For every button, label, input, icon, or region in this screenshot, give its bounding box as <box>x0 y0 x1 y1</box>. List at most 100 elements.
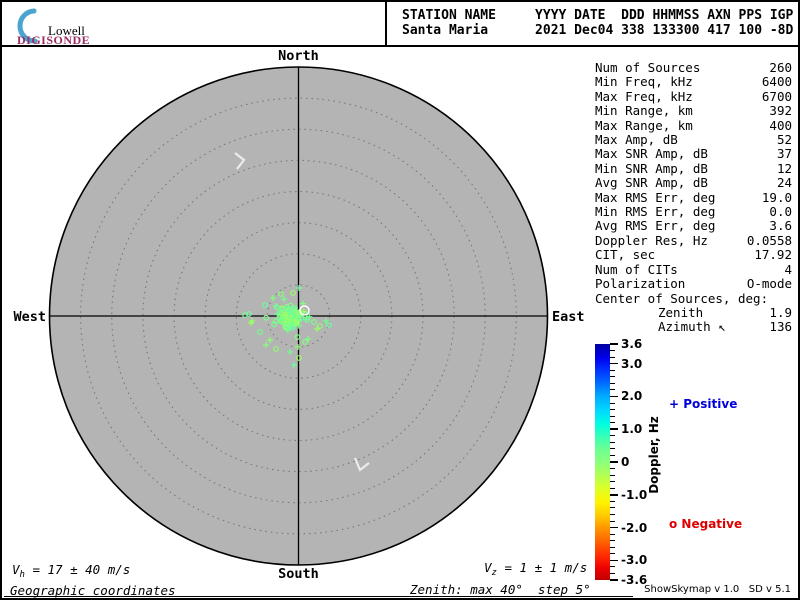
colorbar-tick-label: -3.6 <box>621 573 648 587</box>
parameter-value: 17.92 <box>754 247 792 263</box>
colorbar-minor-tick <box>610 500 615 502</box>
parameter-row: Avg SNR Amp, dB 24 <box>595 175 792 191</box>
colorbar-minor-tick <box>610 513 615 515</box>
footer-rule <box>4 595 633 597</box>
parameter-value: 1.9 <box>769 304 792 320</box>
parameter-label: Polarization <box>595 276 686 292</box>
colorbar-major-tick <box>610 526 618 529</box>
parameter-row: Num of Sources 260 <box>595 60 792 75</box>
colorbar-minor-tick <box>610 507 615 509</box>
colorbar-minor-tick <box>610 487 615 489</box>
parameter-row: Max RMS Err, deg 19.0 <box>595 189 792 205</box>
colorbar-minor-tick <box>610 402 615 404</box>
parameter-value: 136 <box>769 319 792 335</box>
colorbar-minor-tick <box>610 389 615 391</box>
parameter-value: 19.0 <box>761 189 792 205</box>
parameter-label: Num of CITs <box>595 261 678 277</box>
parameter-row: Num of CITs 4 <box>595 261 792 277</box>
station-header-columns: STATION NAME YYYY DATE DDD HHMMSS AXN PP… <box>402 8 794 23</box>
logo-arc-icon <box>17 8 38 44</box>
coordinates-note: Geographic coordinates <box>10 583 176 598</box>
parameter-label: Max Freq, kHz <box>595 88 693 104</box>
parameter-label: Zenith <box>658 304 704 320</box>
colorbar-minor-tick <box>610 422 615 424</box>
colorbar-major-tick <box>610 559 618 562</box>
chevron-marks <box>234 152 370 472</box>
vz-subscript: z <box>491 568 497 578</box>
direction-label-west: West <box>13 309 46 325</box>
colorbar-minor-tick <box>610 566 615 568</box>
parameter-label: Num of Sources <box>595 60 701 75</box>
parameter-label: Max SNR Amp, dB <box>595 146 708 162</box>
vh-subscript: h <box>19 570 25 580</box>
direction-label-east: East <box>552 309 585 325</box>
parameter-value: 0.0 <box>769 204 792 220</box>
vh-value: = 17 ± 40 m/s <box>24 562 131 577</box>
parameter-row: Min Freq, kHz 6400 <box>595 74 792 90</box>
colorbar-minor-tick <box>610 409 615 411</box>
parameter-value: 392 <box>769 103 792 119</box>
logo-digisonde-text: DIGISONDE <box>17 33 91 47</box>
parameter-row: Min Range, km 392 <box>595 103 792 119</box>
horizontal-velocity-label: Vh = 17 ± 40 m/s <box>12 562 130 580</box>
direction-label-south: South <box>278 566 319 582</box>
colorbar-minor-tick <box>610 454 615 456</box>
doppler-colorbar <box>595 344 610 580</box>
parameter-row: Max Range, km 400 <box>595 118 792 133</box>
parameter-row: Zenith 1.9 <box>595 304 792 320</box>
parameter-row: Polarization O-mode <box>595 276 792 292</box>
colorbar-tick-label: -2.0 <box>621 520 648 535</box>
parameter-value: 3.6 <box>769 218 792 234</box>
parameter-label: Doppler Res, Hz <box>595 232 708 248</box>
parameter-value: 24 <box>776 175 792 191</box>
colorbar-minor-tick <box>610 415 615 417</box>
colorbar-tick-label: 1.0 <box>621 422 643 437</box>
parameter-row: Max Amp, dB 52 <box>595 132 792 148</box>
parameter-label: Min Range, km <box>595 103 693 119</box>
header-divider <box>385 2 387 46</box>
parameter-row: Min SNR Amp, dB 12 <box>595 160 792 176</box>
negative-legend-label: o Negative <box>669 517 743 531</box>
colorbar-major-tick <box>610 343 618 345</box>
colorbar-minor-tick <box>610 572 615 574</box>
version-text: ShowSkymap v 1.0 SD v 5.1 <box>644 584 791 595</box>
colorbar-minor-tick <box>610 441 615 443</box>
colorbar-minor-tick <box>610 533 615 535</box>
parameter-label: Azimuth ↖ <box>658 319 726 335</box>
vz-symbol: V <box>484 560 492 575</box>
source-markers <box>242 285 332 368</box>
colorbar-minor-tick <box>610 350 615 352</box>
colorbar-tick-label: 3.0 <box>621 356 643 371</box>
parameter-label: Max RMS Err, deg <box>595 189 716 205</box>
colorbar-minor-tick <box>610 553 615 555</box>
vh-symbol: V <box>12 562 20 577</box>
parameter-label: Center of Sources, deg: <box>595 290 769 306</box>
header-rule <box>2 45 798 47</box>
parameter-row: Min RMS Err, deg 0.0 <box>595 204 792 220</box>
station-header-values: Santa Maria 2021 Dec04 338 133300 417 10… <box>402 23 794 38</box>
colorbar-minor-tick <box>610 435 615 437</box>
parameter-label: Min RMS Err, deg <box>595 204 716 220</box>
center-of-sources-marker <box>299 305 310 316</box>
parameter-panel: Num of Sources 260 Min Freq, kHz 6400 Max Fr… <box>595 60 792 335</box>
colorbar-minor-tick <box>610 376 615 378</box>
parameter-row: Max Freq, kHz 6700 <box>595 88 792 104</box>
colorbar-major-tick <box>610 395 618 398</box>
colorbar-major-tick <box>610 461 618 463</box>
vz-value: = 1 ± 1 m/s <box>496 560 588 575</box>
parameter-value: 4 <box>784 261 792 277</box>
parameter-row: Avg RMS Err, deg 3.6 <box>595 218 792 234</box>
parameter-label: Avg SNR Amp, dB <box>595 175 708 191</box>
colorbar-title: Doppler, Hz <box>647 416 661 494</box>
parameter-row: Center of Sources, deg: <box>595 290 792 306</box>
parameter-label: CIT, sec <box>595 247 656 263</box>
parameter-label: Min Freq, kHz <box>595 74 693 90</box>
parameter-row: Azimuth ↖ 136 <box>595 319 792 335</box>
colorbar-major-tick <box>610 579 618 581</box>
logo-lowell-text: Lowell <box>48 23 85 38</box>
colorbar-major-tick <box>610 362 618 365</box>
parameter-value: 52 <box>776 132 792 148</box>
parameter-value: 12 <box>776 160 792 176</box>
